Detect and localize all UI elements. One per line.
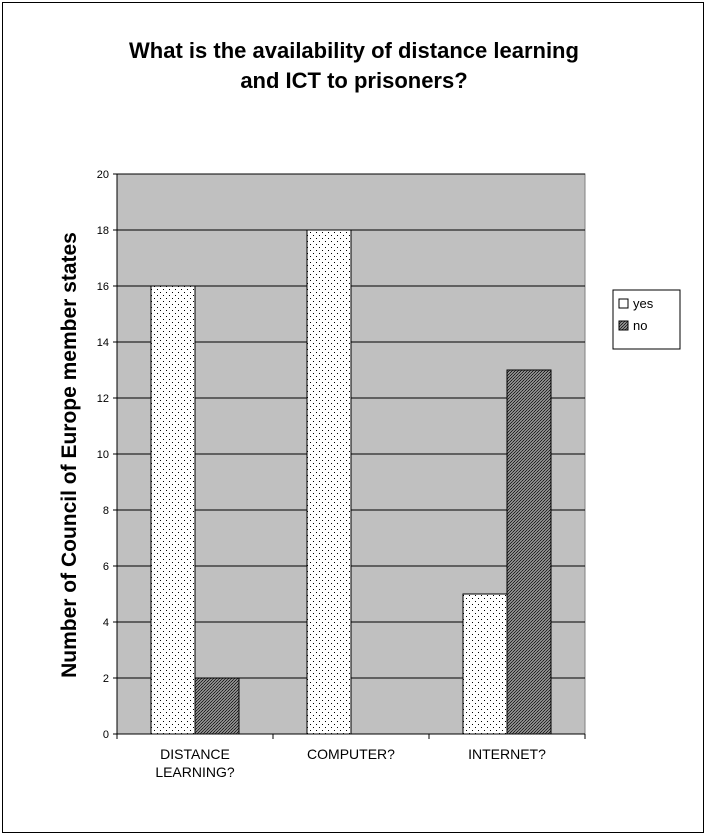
chart-title: What is the availability of distance lea… (0, 36, 708, 96)
bar-yes (462, 593, 508, 735)
bar-yes (306, 229, 352, 735)
y-tick-label: 12 (97, 393, 109, 405)
y-tick-label: 16 (97, 281, 109, 293)
x-category-label: LEARNING? (155, 764, 235, 780)
bar-no (194, 677, 240, 735)
y-axis-label: Number of Council of Europe member state… (58, 232, 81, 678)
y-tick-label: 0 (103, 729, 109, 741)
legend: yes no (612, 289, 681, 350)
y-tick-label: 2 (103, 673, 109, 685)
y-tick-label: 10 (97, 449, 109, 461)
y-ticks: 0 2 4 6 8 10 12 14 16 18 20 (97, 169, 117, 741)
legend-label-no: no (633, 318, 647, 333)
x-categories: DISTANCE LEARNING? COMPUTER? INTERNET? (116, 734, 586, 780)
x-category-label: DISTANCE (160, 746, 230, 762)
y-tick-label: 18 (97, 225, 109, 237)
y-tick-label: 8 (103, 505, 109, 517)
y-tick-label: 6 (103, 561, 109, 573)
y-tick-label: 20 (97, 169, 109, 181)
legend-swatch-no (618, 320, 629, 331)
chart-title-line-1: What is the availability of distance lea… (129, 38, 579, 63)
chart-title-line-2: and ICT to prisoners? (240, 68, 468, 93)
bar-no (506, 369, 552, 735)
y-tick-label: 14 (97, 337, 109, 349)
legend-swatch-yes (618, 298, 629, 309)
legend-label-yes: yes (633, 296, 654, 311)
x-category-label: COMPUTER? (307, 746, 395, 762)
bar-yes (150, 285, 196, 735)
bars (150, 229, 552, 735)
y-tick-label: 4 (103, 617, 109, 629)
x-category-label: INTERNET? (468, 746, 546, 762)
